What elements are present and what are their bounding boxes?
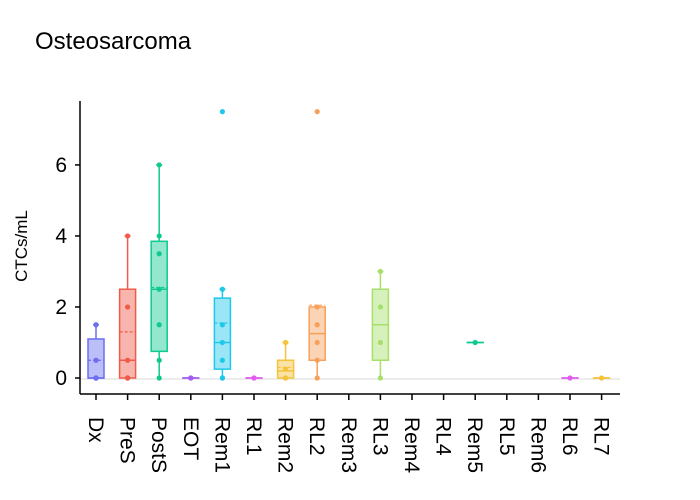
y-tick-label: 6 <box>55 154 67 177</box>
data-point <box>156 322 162 328</box>
data-point <box>314 375 320 381</box>
data-point <box>93 375 99 381</box>
data-point <box>156 375 162 381</box>
x-tick-label: RL3 <box>368 417 391 456</box>
data-point <box>377 375 383 381</box>
data-point <box>251 375 257 381</box>
data-point <box>219 286 225 292</box>
data-point <box>219 357 225 363</box>
box-iqr <box>118 288 137 379</box>
x-tick-label: RL1 <box>242 417 265 456</box>
x-tick-label: Rem4 <box>400 417 423 473</box>
x-tick-label: RL7 <box>590 417 613 456</box>
data-point <box>156 233 162 239</box>
data-point <box>125 304 131 310</box>
data-point <box>314 357 320 363</box>
data-point <box>125 357 131 363</box>
data-point <box>156 251 162 257</box>
x-tick-label: Rem3 <box>337 417 360 473</box>
box-group-posts <box>150 164 168 379</box>
data-point <box>93 322 99 328</box>
x-tick-label: PostS <box>147 417 170 473</box>
box-group-rem2 <box>276 341 295 379</box>
data-point <box>567 375 573 381</box>
box-iqr <box>213 297 232 370</box>
data-point <box>156 162 162 168</box>
y-tick-label: 2 <box>55 296 67 319</box>
y-axis-label: CTCs/mL <box>12 210 31 282</box>
data-point <box>283 366 289 372</box>
x-tick-label: Dx <box>84 417 107 443</box>
data-point <box>283 375 289 381</box>
data-point <box>283 339 289 346</box>
x-tick-label: Rem1 <box>210 417 233 473</box>
data-point <box>314 339 320 346</box>
box-group-rl3 <box>371 270 390 379</box>
data-point <box>314 322 320 328</box>
data-point <box>125 233 131 239</box>
data-point <box>377 304 383 310</box>
x-tick-label: RL5 <box>495 417 518 456</box>
plot-area <box>87 109 611 381</box>
x-tick-label: RL2 <box>305 417 328 456</box>
data-point <box>156 286 162 292</box>
box-group-dx <box>87 323 105 379</box>
x-tick-label: Rem2 <box>274 417 297 473</box>
y-axis: 0 2 4 6 <box>55 154 80 390</box>
x-tick-label: Rem5 <box>463 417 486 473</box>
data-point <box>93 357 99 363</box>
y-tick-label: 0 <box>55 367 67 390</box>
data-point <box>314 109 320 115</box>
data-point <box>188 375 194 381</box>
box-group-rem1 <box>213 288 232 379</box>
data-point <box>377 339 383 346</box>
data-point <box>219 375 225 381</box>
data-point <box>156 357 162 363</box>
x-tick-label: RL6 <box>558 417 581 456</box>
data-point <box>314 304 320 310</box>
y-tick-label: 4 <box>55 225 67 248</box>
x-tick-label: Rem6 <box>526 417 549 473</box>
data-point <box>599 375 605 381</box>
data-point <box>472 339 478 346</box>
x-tick-label: EOT <box>179 417 202 460</box>
data-point <box>125 375 131 381</box>
x-axis: Dx PreS PostS EOT Rem1 RL1 Rem2 RL2 Rem3 RL3 Rem4 R… <box>84 394 613 473</box>
data-point <box>219 109 225 115</box>
data-point <box>219 322 225 328</box>
x-tick-label: RL4 <box>432 417 455 456</box>
data-point <box>377 268 383 275</box>
data-point <box>219 339 225 346</box>
box-iqr <box>150 240 168 353</box>
x-tick-label: PreS <box>116 417 139 464</box>
chart-title: Osteosarcoma <box>35 28 192 55</box>
